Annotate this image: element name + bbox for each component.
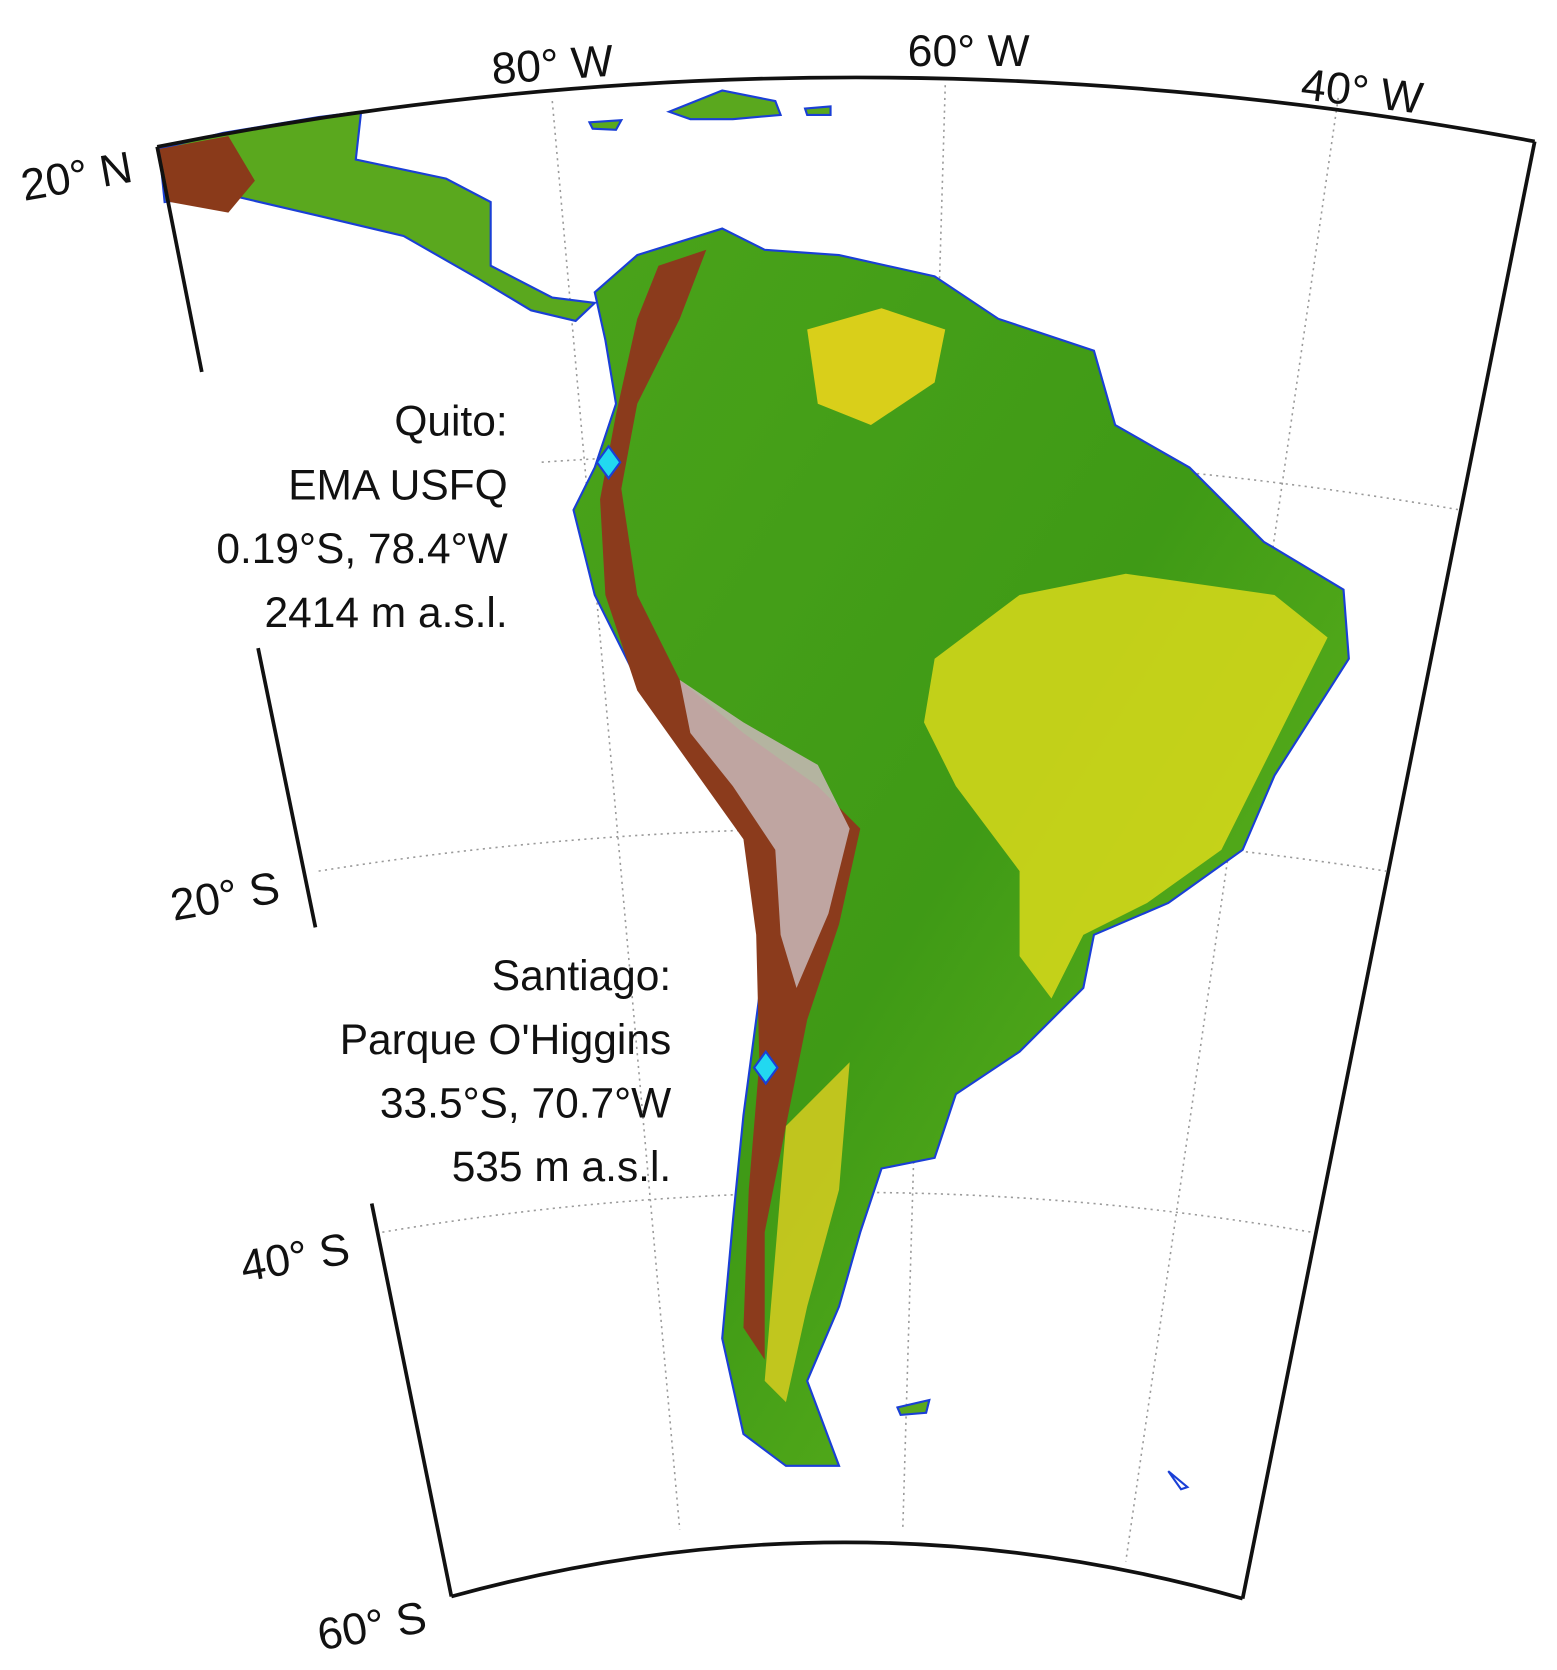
island [587, 119, 624, 131]
island [803, 105, 832, 116]
station-labels: Quito: EMA USFQ 0.19°S, 78.4°W 2414 m a.s.l… [216, 399, 671, 1192]
station-label: 0.19°S, 78.4°W [216, 526, 507, 573]
land [158, 89, 1350, 1491]
patagonia [764, 1062, 850, 1403]
station-label: 33.5°S, 70.7°W [380, 1081, 671, 1128]
frame-left [256, 647, 318, 928]
altiplano [679, 679, 850, 988]
guiana-highlands [807, 308, 946, 426]
frame-right [1240, 141, 1537, 1599]
station-marker [595, 444, 622, 480]
andes [600, 249, 861, 1360]
longitude-label: 40° W [1299, 60, 1426, 123]
station-label: 2414 m a.s.l. [265, 590, 508, 637]
mexico-highlands [159, 136, 255, 213]
south-america [572, 227, 1350, 1467]
island [666, 89, 783, 121]
island [895, 1398, 931, 1417]
island [1167, 1470, 1190, 1491]
station-label: Parque O'Higgins [340, 1017, 672, 1064]
latitude-label: 20° S [167, 863, 283, 930]
station-label: Quito: [394, 399, 507, 446]
longitude-label: 60° W [908, 27, 1030, 76]
station-marker [752, 1049, 779, 1086]
parallel [382, 1191, 1312, 1234]
brazilian-highlands [924, 573, 1328, 999]
latitude-label: 60° S [314, 1593, 430, 1660]
longitude-label: 80° W [490, 37, 615, 94]
frame-bottom [450, 1540, 1244, 1601]
station-label: 535 m a.s.l. [452, 1144, 672, 1191]
latitude-label: 40° S [237, 1224, 353, 1291]
frame-left [369, 1203, 454, 1597]
frame-top [156, 75, 1536, 149]
station-label: Santiago: [492, 953, 671, 1000]
map-frame [155, 75, 1537, 1601]
latitude-label: 20° N [17, 143, 136, 211]
frame-left [155, 146, 204, 373]
station-label: EMA USFQ [288, 462, 507, 509]
